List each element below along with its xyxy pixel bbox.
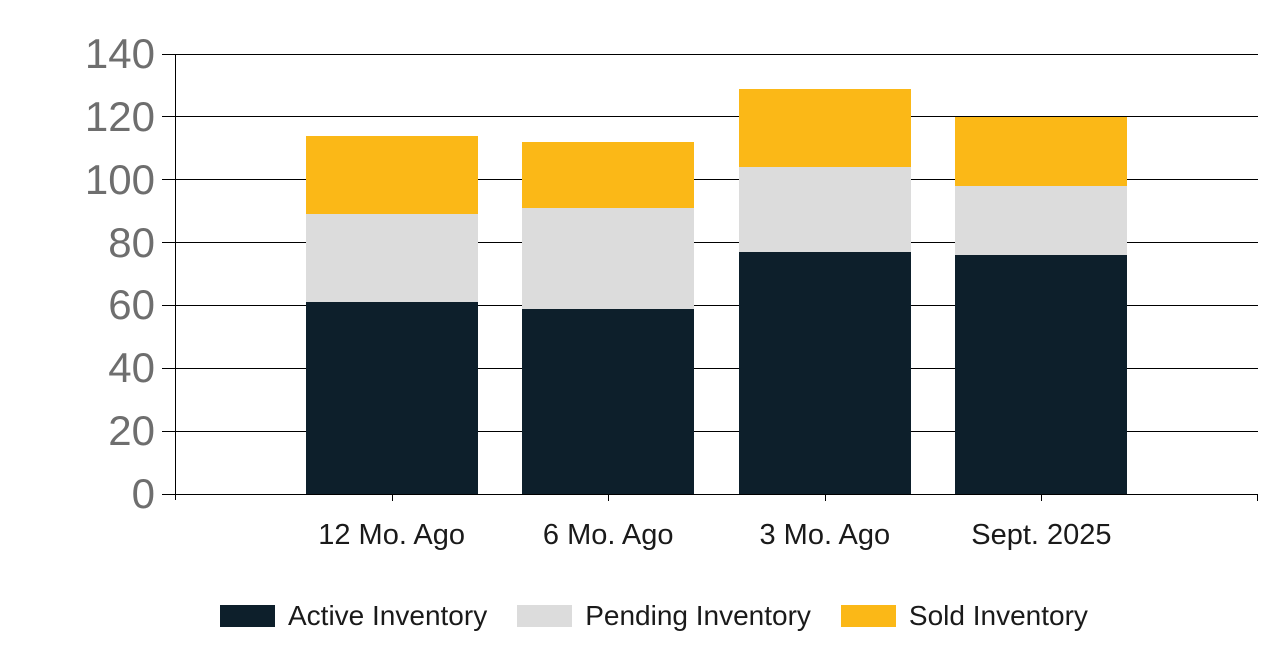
x-axis-tick	[608, 494, 610, 501]
y-axis-label: 0	[131, 470, 155, 517]
bar-segment-active-inventory	[738, 252, 911, 494]
y-axis-label: 20	[108, 407, 155, 455]
chart-legend: Active Inventory Pending Inventory Sold In…	[220, 602, 1088, 630]
bar-segment-sold-inventory	[955, 116, 1128, 186]
y-axis-label: 120	[84, 92, 155, 140]
bar-segment-active-inventory	[522, 308, 695, 494]
gridline	[175, 179, 1258, 181]
y-axis-tick	[162, 367, 175, 369]
legend-item-sold-inventory: Sold Inventory	[840, 600, 1088, 631]
x-axis-end-tick	[1257, 494, 1258, 501]
bar-segment-sold-inventory	[738, 88, 911, 168]
y-axis-tick	[162, 493, 175, 495]
y-axis-label: 80	[108, 218, 155, 266]
legend-label: Pending Inventory	[585, 600, 811, 631]
y-axis-label: 40	[108, 344, 155, 392]
y-axis-tick	[162, 53, 175, 55]
bar-segment-active-inventory	[305, 302, 478, 494]
y-axis-label: 100	[84, 155, 155, 203]
legend-swatch	[517, 605, 573, 627]
y-axis-label: 60	[108, 281, 155, 329]
y-axis-tick	[162, 242, 175, 244]
y-axis-tick	[162, 116, 175, 118]
gridline	[175, 242, 1258, 244]
bar-segment-sold-inventory	[522, 142, 695, 208]
bar-segment-pending-inventory	[955, 186, 1128, 256]
gridline	[175, 304, 1258, 306]
y-axis-tick	[162, 304, 175, 306]
legend-swatch	[220, 605, 275, 627]
bar-segment-sold-inventory	[305, 135, 478, 215]
legend-swatch	[840, 605, 896, 627]
legend-label: Active Inventory	[288, 600, 488, 631]
y-axis-line	[175, 54, 176, 500]
bar-segment-pending-inventory	[305, 214, 478, 303]
bar-segment-pending-inventory	[522, 208, 695, 309]
y-axis-tick	[162, 179, 175, 181]
bar-segment-active-inventory	[955, 255, 1128, 494]
y-axis-label: 140	[84, 30, 155, 77]
x-axis-label: 6 Mo. Ago	[542, 519, 674, 551]
gridline	[175, 430, 1258, 432]
x-axis-tick	[391, 494, 393, 501]
x-axis-tick	[824, 494, 826, 501]
x-axis-label: Sept. 2025	[971, 519, 1112, 551]
legend-item-active-inventory: Active Inventory	[220, 602, 487, 630]
x-axis-tick	[1041, 494, 1043, 501]
gridline	[175, 367, 1258, 369]
x-axis-label: 12 Mo. Ago	[318, 519, 465, 551]
x-axis-label: 3 Mo. Ago	[759, 519, 891, 551]
bar-segment-pending-inventory	[738, 167, 911, 252]
gridline	[175, 116, 1258, 118]
legend-label: Sold Inventory	[908, 600, 1088, 631]
y-axis-tick	[162, 430, 175, 432]
gridline	[175, 493, 1258, 495]
gridline	[175, 53, 1258, 55]
legend-item-pending-inventory: Pending Inventory	[517, 602, 811, 630]
